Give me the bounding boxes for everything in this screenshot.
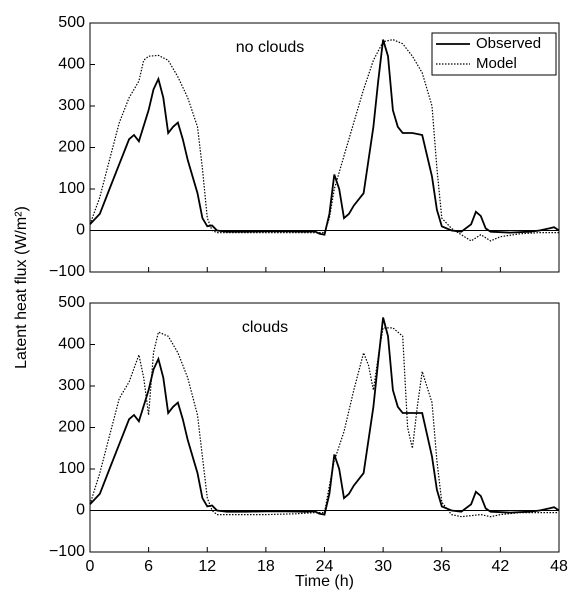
y-tick-label: 300 xyxy=(58,377,85,394)
annotation: no clouds xyxy=(236,39,305,56)
y-axis-label: Latent heat flux (W/m²) xyxy=(13,206,30,369)
x-axis-label: Time (h) xyxy=(295,573,354,590)
legend-label: Observed xyxy=(476,35,541,52)
x-tick-label: 0 xyxy=(86,558,95,575)
y-tick-label: 400 xyxy=(58,56,85,73)
x-tick-label: 24 xyxy=(316,558,334,575)
annotation: clouds xyxy=(242,319,288,336)
y-tick-label: 200 xyxy=(58,419,85,436)
y-tick-label: 300 xyxy=(58,97,85,114)
x-tick-label: 6 xyxy=(144,558,153,575)
x-tick-label: 18 xyxy=(257,558,275,575)
y-tick-label: 0 xyxy=(76,502,85,519)
y-tick-label: 500 xyxy=(58,294,85,311)
y-tick-label: −100 xyxy=(49,543,85,560)
x-tick-label: 42 xyxy=(491,558,509,575)
series-line xyxy=(89,327,559,518)
y-tick-label: 100 xyxy=(58,180,85,197)
y-tick-label: 100 xyxy=(58,460,85,477)
series-line xyxy=(89,39,560,236)
y-tick-label: 200 xyxy=(58,139,85,156)
y-tick-label: 0 xyxy=(76,222,85,239)
legend-box xyxy=(431,32,557,76)
y-tick-label: 500 xyxy=(58,14,85,31)
x-tick-label: 36 xyxy=(433,558,451,575)
x-tick-label: 48 xyxy=(550,558,568,575)
y-tick-label: 400 xyxy=(58,336,85,353)
series-line xyxy=(89,317,560,516)
y-tick-label: −100 xyxy=(49,263,85,280)
x-tick-label: 12 xyxy=(198,558,216,575)
legend-label: Model xyxy=(476,55,517,72)
series-line xyxy=(89,38,559,242)
x-tick-label: 30 xyxy=(374,558,392,575)
